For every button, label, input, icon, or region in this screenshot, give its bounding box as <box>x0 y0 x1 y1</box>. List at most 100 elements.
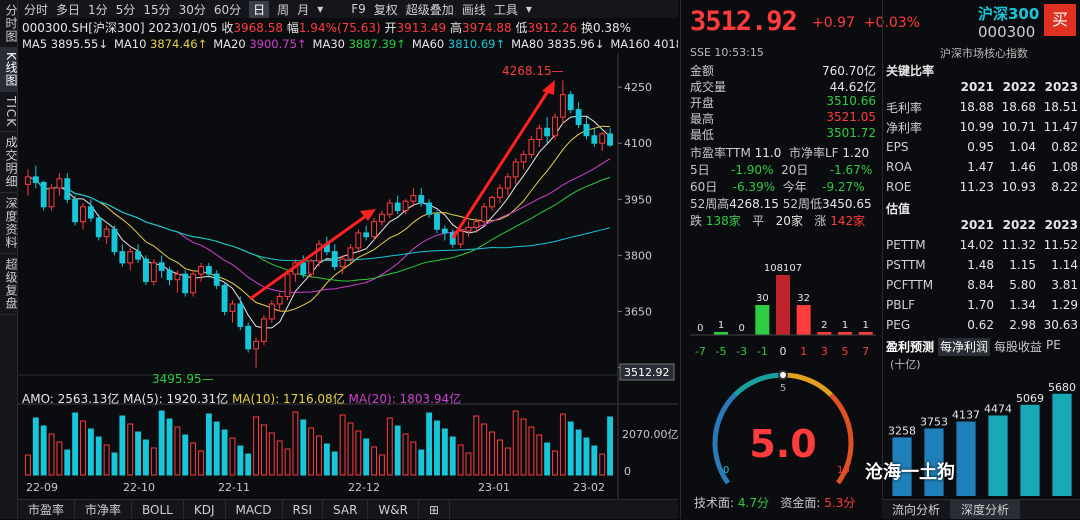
tab-rsi[interactable]: RSI <box>283 500 324 519</box>
amount-label: 金额 <box>690 64 715 78</box>
flat-label: 平 <box>752 214 765 228</box>
flat-count: 20家 <box>775 214 803 228</box>
volume-bar <box>371 446 378 476</box>
change-pct: +0.03% <box>863 15 921 31</box>
volume-bar <box>205 413 212 476</box>
tab-boll[interactable]: BOLL <box>132 500 184 519</box>
high-label: 高 <box>450 21 463 35</box>
volume-bar <box>441 428 448 476</box>
quote-row-high: 最高 3521.05 <box>690 110 876 126</box>
volume-bar <box>190 442 197 476</box>
low-label: 低 <box>515 21 528 35</box>
tools-dropdown-icon[interactable]: ▾ <box>525 2 532 16</box>
ratio-title: 关键比率 <box>886 64 935 78</box>
vtab-depth[interactable]: 深度资料 <box>0 193 18 254</box>
volume-bar <box>402 433 409 476</box>
forecast-tabs: 盈利预测 每净利润 每股收益 PE <box>886 338 1078 356</box>
cell-value: 8.84 <box>967 278 994 292</box>
amo-ma10: MA(10): 1716.08亿 <box>231 392 345 406</box>
ma-line-20 <box>27 158 611 294</box>
tab-eps[interactable]: 每股收益 <box>994 340 1043 354</box>
tab-depth-analysis[interactable]: 深度分析 <box>951 500 1021 519</box>
period-1min[interactable]: 1分 <box>88 2 108 17</box>
tools-button[interactable]: 工具 <box>493 2 518 17</box>
cell-value: 0.82 <box>1051 140 1078 154</box>
candle-body <box>237 303 244 327</box>
volume-bar <box>520 418 527 476</box>
period-timeshare[interactable]: 分时 <box>24 2 49 17</box>
d20-value: -1.67% <box>829 163 873 177</box>
high-value: 3974.88 <box>462 21 512 35</box>
volume-bar <box>347 422 354 476</box>
kline-chart[interactable]: 4250410039503800365035004268.15—3495.95—… <box>18 53 678 499</box>
period-day[interactable]: 日 <box>249 0 270 18</box>
tab-pe-forecast[interactable]: PE <box>1046 338 1061 352</box>
period-week[interactable]: 周 <box>277 2 290 17</box>
period-more-icon[interactable]: ▾ <box>317 2 324 16</box>
tab-kdj[interactable]: KDJ <box>184 500 226 519</box>
volume-bar <box>528 426 535 476</box>
tab-macd[interactable]: MACD <box>226 500 283 519</box>
candle-body <box>253 340 260 350</box>
cell-value: 1.34 <box>1009 298 1036 312</box>
volume-bar <box>237 445 244 476</box>
score-row: 技术面: 4.7分 资金面: 5.3分 <box>690 494 876 510</box>
quote-row-amount: 金额 760.70亿 <box>690 62 876 78</box>
index-name: 沪深300 <box>978 5 1040 23</box>
ytd-label: 今年 <box>782 180 807 194</box>
valuation-row: PETTM 14.02 11.32 11.52 <box>886 235 1078 255</box>
candle-body <box>174 273 181 281</box>
candle-body <box>449 232 456 245</box>
draw-button[interactable]: 画线 <box>461 2 486 17</box>
period-multiday[interactable]: 多日 <box>56 2 81 17</box>
period-5min[interactable]: 5分 <box>115 2 136 17</box>
w52h-value: 4268.15 <box>729 197 779 211</box>
tab-net-profit[interactable]: 每净利润 <box>938 338 991 356</box>
ytd-value: -9.27% <box>822 180 865 194</box>
tab-sar[interactable]: SAR <box>323 500 369 519</box>
adjust-button[interactable]: 复权 <box>373 2 398 17</box>
ratio-row: 净利率 10.99 10.71 11.47 <box>886 117 1078 137</box>
volume-bar <box>166 418 173 476</box>
candle-body <box>182 273 189 294</box>
period-15min[interactable]: 15分 <box>143 2 171 17</box>
period-month[interactable]: 月 <box>297 2 310 17</box>
vtab-review[interactable]: 超级复盘 <box>0 254 18 315</box>
volume-bar <box>87 428 94 476</box>
volume-bar <box>449 436 456 476</box>
candle-body <box>245 325 252 350</box>
vtab-timeshare[interactable]: 分时图 <box>0 0 18 48</box>
tab-flow-analysis[interactable]: 流向分析 <box>882 500 952 519</box>
ma-legend-ma20: MA20 3900.75↑ <box>213 37 307 51</box>
vtab-trades[interactable]: 成交明细 <box>0 132 18 193</box>
add-indicator-icon[interactable]: ⊞ <box>419 500 451 519</box>
period-30min[interactable]: 30分 <box>178 2 206 17</box>
overlay-button[interactable]: 超级叠加 <box>405 2 454 17</box>
valuation-title: 估值 <box>886 202 911 216</box>
y-tick-label: 4250 <box>624 81 652 94</box>
buy-button[interactable]: 买 <box>1044 4 1076 36</box>
distribution-axis-label: 0 <box>780 345 787 358</box>
pe-label: 市盈率TTM <box>690 146 751 160</box>
volume-bar <box>504 447 511 476</box>
tab-wr[interactable]: W&R <box>368 500 419 519</box>
period-60min[interactable]: 60分 <box>213 2 242 17</box>
row-label: PSTTM <box>886 258 926 272</box>
candle-body <box>158 262 165 271</box>
distribution-value: 1 <box>718 320 724 331</box>
tab-pe[interactable]: 市盈率 <box>18 500 76 519</box>
vtab-kline[interactable]: K线图 <box>0 48 18 92</box>
volume-bar <box>182 434 189 476</box>
candle-body <box>599 133 606 144</box>
tab-pb[interactable]: 市净率 <box>75 500 133 519</box>
volume-bar <box>142 439 149 476</box>
w52l-label: 52周低 <box>782 197 823 211</box>
close-value: 3968.58 <box>233 21 284 35</box>
candle-body <box>559 94 566 118</box>
ratio-header: 2021 2022 2023 <box>886 77 1078 97</box>
volume-bar <box>300 419 307 476</box>
vtab-tick[interactable]: TICK <box>0 92 18 132</box>
d5-value: -1.90% <box>731 163 774 177</box>
f9-button[interactable]: F9 <box>351 2 366 16</box>
cell-value: 1.04 <box>1009 140 1036 154</box>
